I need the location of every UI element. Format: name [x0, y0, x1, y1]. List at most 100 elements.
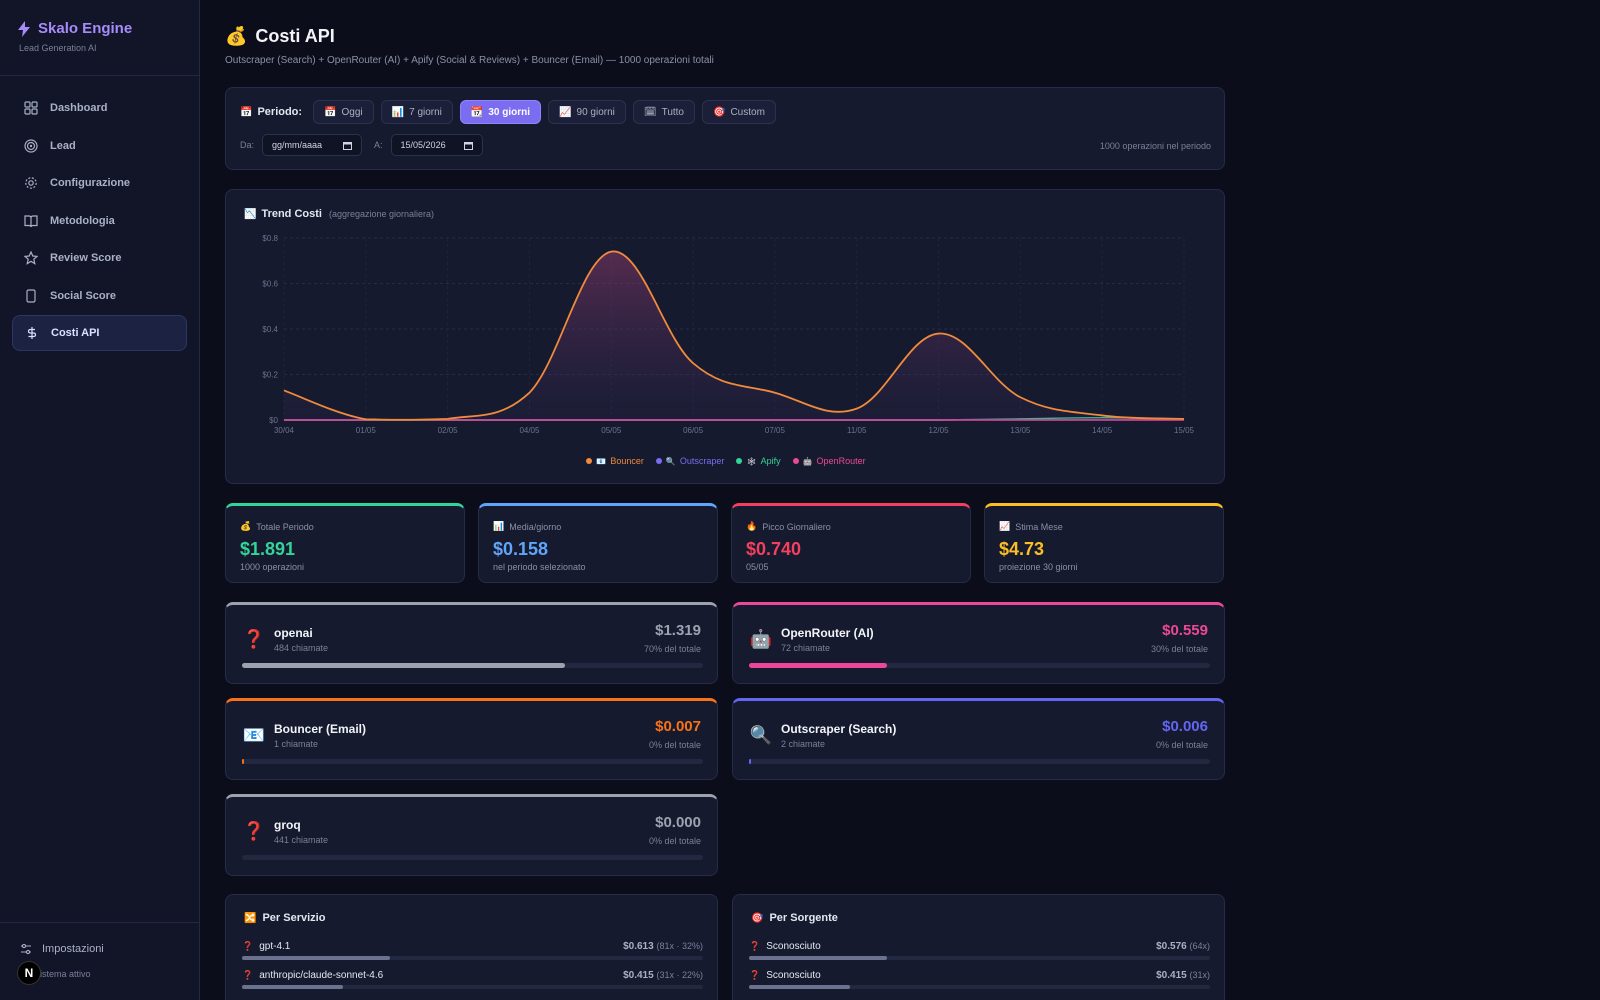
- brand-subtitle: Lead Generation AI: [19, 43, 97, 53]
- per-servizio-title: 🔀 Per Servizio: [244, 912, 326, 924]
- legend-dot: [586, 458, 593, 464]
- legend-label: Outscraper: [679, 456, 725, 466]
- legend-icon: 📧: [596, 456, 607, 466]
- shuffle-icon: 🔀: [244, 912, 257, 924]
- chart-plot[interactable]: $0 $0.2 $0.4 $0.6 $0.8 30/04 01/05 02/05 04/05 05…: [226, 230, 1224, 450]
- legend-item-apify[interactable]: 🕸 Apify: [736, 456, 781, 466]
- provider-card-bouncer[interactable]: 📧 Bouncer (Email) 1 chiamate $0.007 0% d…: [225, 698, 718, 780]
- provider-card-openai[interactable]: ❓ openai 484 chiamate $1.319 70% del tot…: [225, 602, 718, 684]
- from-label: Da:: [240, 140, 255, 150]
- search-icon: 🔍: [749, 724, 773, 745]
- row-bar-fill: [749, 956, 888, 960]
- provider-calls: 2 chiamate: [781, 739, 826, 749]
- fire-icon: 🔥: [746, 521, 758, 531]
- list-item[interactable]: ❓ gpt-4.1 $0.613 (81x · 32%): [242, 941, 703, 960]
- period-button-custom[interactable]: 🎯 Custom: [702, 100, 776, 124]
- provider-bar: [242, 855, 703, 860]
- provider-bar-fill: [242, 663, 565, 668]
- question-icon: ❓: [242, 970, 254, 980]
- sidebar-item-review-score[interactable]: Review Score: [12, 240, 187, 276]
- x-tick-label: 11/05: [847, 426, 867, 435]
- provider-name: OpenRouter (AI): [781, 626, 874, 640]
- legend-item-bouncer[interactable]: 📧 Bouncer: [586, 456, 644, 466]
- period-label: 📅 Periodo:: [240, 106, 303, 118]
- question-icon: ❓: [242, 941, 254, 951]
- stat-value: $0.740: [746, 539, 802, 559]
- x-tick-label: 05/05: [601, 426, 622, 435]
- x-tick-label: 15/05: [1174, 426, 1195, 435]
- legend-item-openrouter[interactable]: 🤖 OpenRouter: [792, 456, 866, 466]
- per-sorgente-title: 🎯 Per Sorgente: [751, 912, 838, 924]
- phone-icon: [26, 288, 36, 303]
- calendar-icon: 📆: [470, 106, 484, 118]
- sidebar-item-costi-api[interactable]: Costi API: [12, 315, 187, 351]
- chart-title: 📉 Trend Costi (aggregazione giornaliera): [244, 208, 435, 220]
- provider-bar-fill: [749, 663, 888, 668]
- provider-cost: $0.559: [1162, 622, 1208, 639]
- star-icon: [24, 251, 38, 265]
- provider-bar: [749, 759, 1210, 764]
- row-bar: [242, 985, 703, 989]
- list-item[interactable]: ❓ anthropic/claude-sonnet-4.6 $0.415 (31x…: [242, 970, 703, 989]
- list-item[interactable]: ❓ Sconosciuto $0.576 (64x): [749, 941, 1210, 960]
- sidebar-item-metodologia[interactable]: Metodologia: [12, 203, 187, 239]
- stat-card-totale: 💰 Totale Periodo $1.891 1000 operazioni: [225, 503, 465, 583]
- sidebar-item-dashboard[interactable]: Dashboard: [12, 90, 187, 126]
- provider-cost: $0.006: [1162, 718, 1208, 735]
- legend-dot: [655, 458, 662, 464]
- cost-trend-chart: 📉 Trend Costi (aggregazione giornaliera)…: [225, 189, 1225, 484]
- legend-dot: [736, 458, 743, 464]
- row-bar: [242, 956, 703, 960]
- row-bar-fill: [749, 985, 851, 989]
- provider-percent: 0% del totale: [1155, 740, 1208, 750]
- x-tick-label: 12/05: [929, 426, 950, 435]
- from-date-input[interactable]: gg/mm/aaaa: [262, 134, 363, 156]
- y-tick-label: $0.8: [262, 234, 278, 243]
- legend-icon: 🤖: [802, 456, 813, 466]
- sidebar-item-label: Social Score: [50, 289, 117, 302]
- provider-bar-fill: [242, 759, 244, 764]
- stat-card-stima: 📈 Stima Mese $4.73 proiezione 30 giorni: [984, 503, 1224, 583]
- y-tick-label: $0.6: [262, 280, 278, 289]
- settings-label: Impostazioni: [42, 943, 104, 955]
- stat-card-media: 📊 Media/giorno $0.158 nel periodo selezio…: [478, 503, 718, 583]
- provider-bar: [242, 759, 703, 764]
- stat-label: Picco Giornaliero: [762, 521, 831, 532]
- period-button-oggi[interactable]: 📅 Oggi: [313, 100, 374, 124]
- x-tick-label: 02/05: [438, 426, 459, 435]
- legend-item-outscraper[interactable]: 🔍 Outscraper: [655, 456, 725, 466]
- brand-title[interactable]: Skalo Engine: [38, 20, 133, 37]
- stat-sub: nel periodo selezionato: [493, 562, 586, 572]
- stat-value: $4.73: [999, 539, 1045, 559]
- sidebar-item-label: Metodologia: [50, 214, 115, 227]
- series-line-bouncer[interactable]: [283, 250, 1185, 421]
- period-button-90-giorni[interactable]: 📈 90 giorni: [548, 100, 626, 124]
- settings-link[interactable]: Impostazioni: [20, 943, 179, 955]
- to-label: A:: [374, 140, 383, 150]
- sidebar-item-configurazione[interactable]: Configurazione: [12, 165, 187, 201]
- provider-cost: $0.000: [655, 814, 701, 831]
- email-icon: 📧: [242, 724, 266, 745]
- provider-percent: 0% del totale: [648, 740, 701, 750]
- x-tick-label: 01/05: [356, 426, 377, 435]
- provider-calls: 441 chiamate: [274, 835, 329, 845]
- row-bar-fill: [242, 985, 344, 989]
- provider-card-groq[interactable]: ❓ groq 441 chiamate $0.000 0% del totale: [225, 794, 718, 876]
- list-item[interactable]: ❓ Sconosciuto $0.415 (31x): [749, 970, 1210, 989]
- sidebar-item-social-score[interactable]: Social Score: [12, 278, 187, 314]
- provider-card-openrouter[interactable]: 🤖 OpenRouter (AI) 72 chiamate $0.559 30%…: [732, 602, 1225, 684]
- next-badge[interactable]: N: [17, 961, 41, 985]
- sidebar-item-label: Costi API: [51, 327, 100, 339]
- sidebar-item-lead[interactable]: Lead: [12, 128, 187, 164]
- legend-label: Bouncer: [610, 456, 644, 466]
- provider-card-outscraper[interactable]: 🔍 Outscraper (Search) 2 chiamate $0.006 …: [732, 698, 1225, 780]
- sidebar-item-label: Review Score: [50, 252, 122, 264]
- provider-name: Bouncer (Email): [274, 722, 367, 736]
- legend-dot: [792, 458, 799, 464]
- period-button-7-giorni[interactable]: 📊 7 giorni: [380, 100, 453, 124]
- period-button-tutto[interactable]: 🗓 Tutto: [632, 100, 695, 124]
- period-button-30-giorni[interactable]: 📆 30 giorni: [459, 100, 542, 124]
- to-date-input[interactable]: 15/05/2026: [390, 134, 483, 156]
- trend-icon: 📉: [244, 208, 257, 220]
- provider-name: openai: [274, 626, 313, 640]
